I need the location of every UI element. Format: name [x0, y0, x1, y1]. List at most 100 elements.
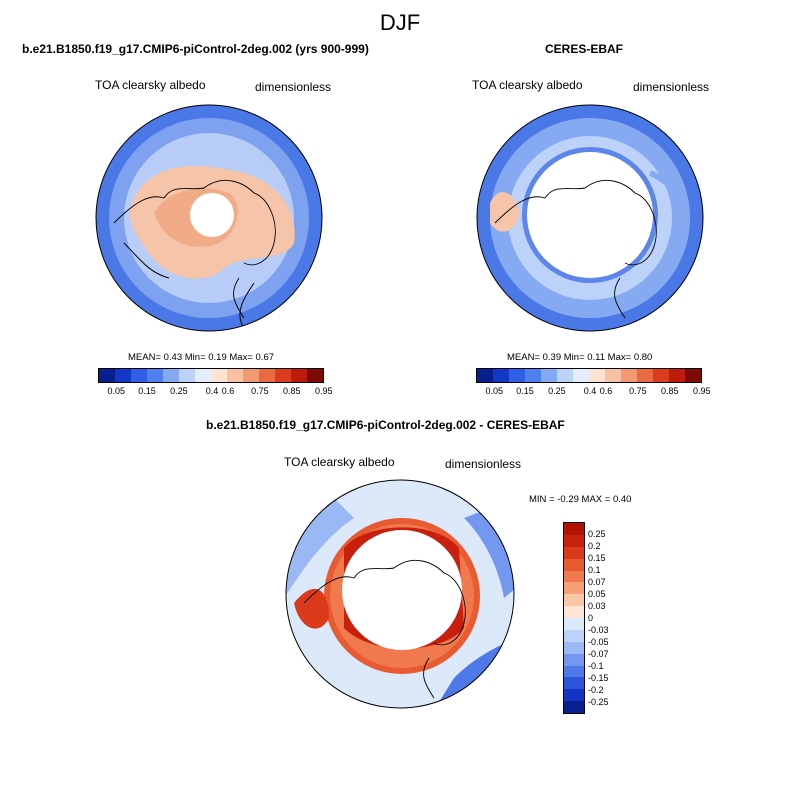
panel-2-colorbar — [476, 368, 702, 383]
panel-3-title: b.e21.B1850.f19_g17.CMIP6-piControl-2deg… — [206, 418, 565, 432]
panel-2-title: CERES-EBAF — [545, 42, 624, 56]
colorbar-swatch — [564, 641, 584, 654]
cbar-tick: 0.05 — [485, 386, 503, 396]
colorbar-swatch — [637, 369, 653, 382]
vbar-tick: 0.03 — [588, 601, 606, 611]
colorbar-swatch — [564, 629, 584, 642]
cbar-tick: 0.15 — [138, 386, 156, 396]
colorbar-swatch — [541, 369, 557, 382]
panel-3-stats: MIN = -0.29 MAX = 0.40 — [529, 494, 632, 505]
panel-2-units: dimensionless — [633, 80, 710, 94]
panel-3-colorbar-ticks: 0.25 0.2 0.15 0.1 0.07 0.05 0.03 0 -0.03… — [588, 522, 628, 714]
vbar-tick: -0.25 — [588, 697, 609, 707]
colorbar-swatch — [564, 546, 584, 559]
colorbar-swatch — [564, 558, 584, 571]
colorbar-swatch — [669, 369, 685, 382]
colorbar-swatch — [564, 594, 584, 607]
colorbar-swatch — [243, 369, 259, 382]
vbar-tick: 0.15 — [588, 553, 606, 563]
vbar-tick: 0.05 — [588, 589, 606, 599]
panel-2-colorbar-ticks: 0.05 0.15 0.25 0.4 0.6 0.75 0.85 0.95 — [476, 386, 710, 398]
colorbar-swatch — [564, 570, 584, 583]
colorbar-swatch — [115, 369, 131, 382]
colorbar-swatch — [179, 369, 195, 382]
colorbar-swatch — [259, 369, 275, 382]
panel-2-variable: TOA clearsky albedo — [472, 78, 583, 92]
colorbar-swatch — [211, 369, 227, 382]
cbar-tick: 0.05 — [107, 386, 125, 396]
coastline-outline — [113, 179, 276, 319]
colorbar-swatch — [131, 369, 147, 382]
cbar-tick: 0.4 — [205, 386, 219, 396]
cbar-tick: 0.85 — [661, 386, 679, 396]
colorbar-swatch — [195, 369, 211, 382]
cbar-tick: 0.15 — [516, 386, 534, 396]
panel-2-map — [476, 104, 704, 332]
panel-1-colorbar — [98, 368, 324, 383]
colorbar-swatch — [564, 677, 584, 690]
cbar-tick: 0.75 — [251, 386, 269, 396]
colorbar-swatch — [557, 369, 573, 382]
cbar-tick: 0.95 — [692, 386, 711, 396]
colorbar-swatch — [564, 534, 584, 547]
panel-1-units: dimensionless — [255, 80, 332, 94]
vbar-tick: 0.25 — [588, 529, 606, 539]
colorbar-swatch — [685, 369, 701, 382]
vbar-tick: 0 — [588, 613, 594, 623]
panel-3-colorbar — [563, 522, 585, 714]
colorbar-swatch — [163, 369, 179, 382]
colorbar-swatch — [564, 689, 584, 702]
panel-3-map — [285, 479, 515, 709]
colorbar-swatch — [275, 369, 291, 382]
vbar-tick: 0.07 — [588, 577, 606, 587]
panel-1-colorbar-ticks: 0.05 0.15 0.25 0.4 0.6 0.75 0.85 0.95 — [98, 386, 332, 398]
panel-3-variable: TOA clearsky albedo — [284, 455, 395, 469]
colorbar-swatch — [564, 618, 584, 630]
cbar-tick: 0.85 — [283, 386, 301, 396]
colorbar-swatch — [564, 606, 584, 618]
vbar-tick: -0.07 — [588, 649, 609, 659]
colorbar-swatch — [564, 665, 584, 678]
vbar-tick: -0.1 — [588, 661, 604, 671]
colorbar-swatch — [291, 369, 307, 382]
colorbar-swatch — [564, 653, 584, 666]
colorbar-swatch — [493, 369, 509, 382]
colorbar-swatch — [227, 369, 243, 382]
colorbar-swatch — [589, 369, 605, 382]
panel-1-map — [95, 104, 323, 332]
cbar-tick: 0.6 — [599, 386, 613, 396]
vbar-tick: -0.15 — [588, 673, 609, 683]
colorbar-swatch — [573, 369, 589, 382]
cbar-tick: 0.95 — [314, 386, 333, 396]
colorbar-swatch — [147, 369, 163, 382]
figure-title: DJF — [379, 10, 421, 35]
vbar-tick: 0.2 — [588, 541, 601, 551]
colorbar-swatch — [653, 369, 669, 382]
vbar-tick: -0.03 — [588, 625, 609, 635]
panel-1-stats: MEAN= 0.43 Min= 0.19 Max= 0.67 — [128, 352, 275, 363]
panel-1-title: b.e21.B1850.f19_g17.CMIP6-piControl-2deg… — [22, 42, 369, 56]
colorbar-swatch — [621, 369, 637, 382]
colorbar-swatch — [509, 369, 525, 382]
cbar-tick: 0.6 — [221, 386, 235, 396]
cbar-tick: 0.4 — [583, 386, 597, 396]
cbar-tick: 0.25 — [548, 386, 566, 396]
vbar-tick: -0.2 — [588, 685, 604, 695]
vbar-tick: -0.05 — [588, 637, 609, 647]
panel-2-stats: MEAN= 0.39 Min= 0.11 Max= 0.80 — [507, 352, 653, 363]
cbar-tick: 0.25 — [170, 386, 188, 396]
colorbar-swatch — [564, 582, 584, 595]
colorbar-swatch — [564, 523, 584, 535]
vbar-tick: 0.1 — [588, 565, 601, 575]
colorbar-swatch — [477, 369, 493, 382]
colorbar-swatch — [605, 369, 621, 382]
panel-1-variable: TOA clearsky albedo — [95, 78, 206, 92]
coastline-outline — [303, 559, 466, 699]
panel-3-units: dimensionless — [445, 457, 522, 471]
colorbar-swatch — [99, 369, 115, 382]
coastline-outline — [494, 179, 657, 319]
cbar-tick: 0.75 — [629, 386, 647, 396]
colorbar-swatch — [525, 369, 541, 382]
colorbar-swatch — [307, 369, 323, 382]
colorbar-swatch — [564, 701, 584, 713]
